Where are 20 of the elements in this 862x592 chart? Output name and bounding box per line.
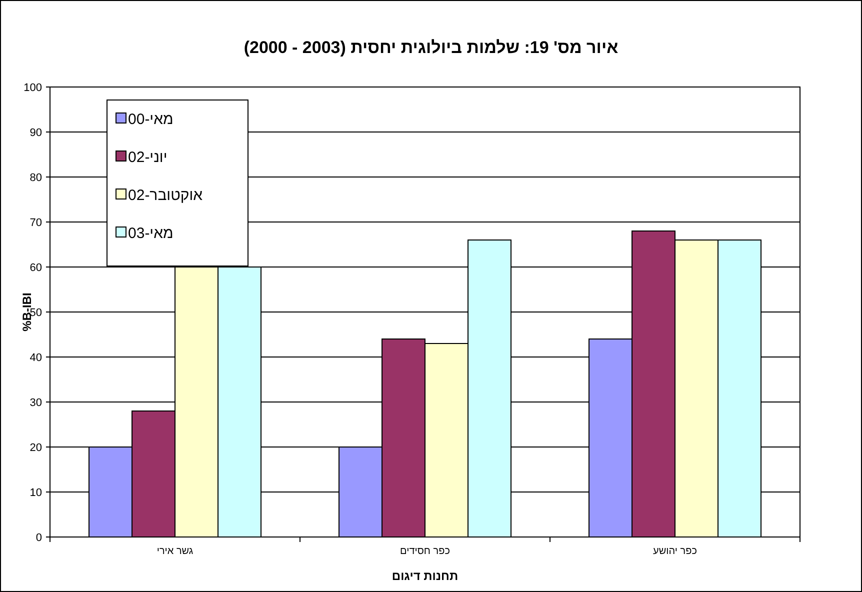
y-tick-label: 70 (30, 217, 42, 229)
legend-label: אוקטובר-02 (128, 187, 204, 204)
legend-label: מאי-00 (128, 111, 174, 128)
x-tick-label: כפר חסידים (400, 546, 450, 557)
y-tick-label: 20 (30, 442, 42, 454)
y-tick-label: 80 (30, 172, 42, 184)
legend-label: יוני-02 (128, 149, 168, 166)
y-tick-label: 90 (30, 127, 42, 139)
y-tick-label: 40 (30, 352, 42, 364)
y-tick-label: 0 (36, 532, 42, 544)
legend-label: מאי-03 (128, 225, 174, 242)
y-tick-label: 10 (30, 487, 42, 499)
x-tick-label: כפר יהושע (653, 546, 697, 557)
y-tick-label: 100 (24, 82, 42, 94)
x-axis-title: תחנות דיגום (392, 569, 458, 583)
y-tick-label: 60 (30, 262, 42, 274)
y-tick-label: 50 (30, 307, 42, 319)
x-tick-label: גשר אירי (156, 546, 194, 557)
y-tick-label: 30 (30, 397, 42, 409)
chart-title: איור מס' 19: שלמות ביולוגית יחסית (2003 - 2000) (244, 38, 619, 57)
